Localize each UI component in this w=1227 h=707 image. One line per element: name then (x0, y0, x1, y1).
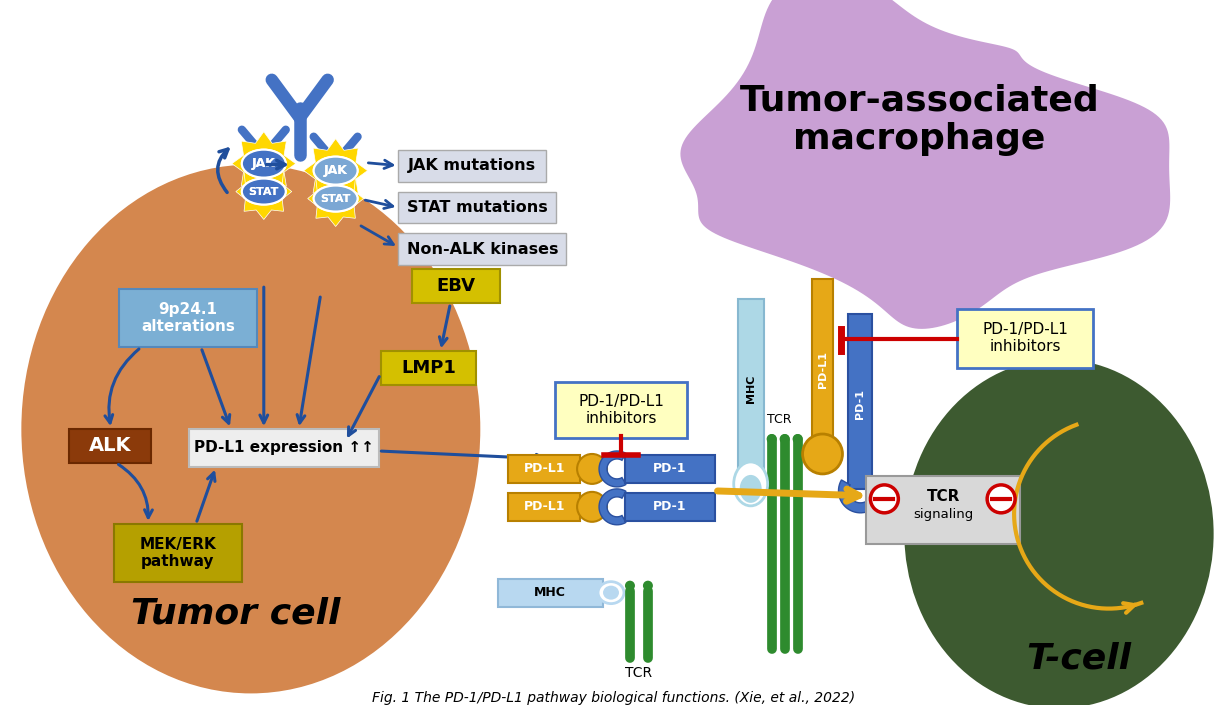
Text: JAK: JAK (324, 164, 347, 177)
Text: Non-ALK kinases: Non-ALK kinases (406, 242, 558, 257)
Ellipse shape (242, 179, 286, 204)
FancyBboxPatch shape (866, 476, 1020, 544)
Text: Fig. 1 The PD-1/PD-L1 pathway biological functions. (Xie, et al., 2022): Fig. 1 The PD-1/PD-L1 pathway biological… (373, 691, 855, 706)
Text: EBV: EBV (437, 277, 476, 296)
Text: MHC: MHC (746, 375, 756, 403)
PathPatch shape (236, 163, 292, 219)
PathPatch shape (304, 139, 368, 202)
Ellipse shape (314, 185, 357, 211)
FancyBboxPatch shape (508, 455, 580, 483)
Ellipse shape (242, 150, 286, 177)
Circle shape (767, 434, 777, 444)
Ellipse shape (314, 157, 357, 185)
Text: STAT: STAT (320, 194, 351, 204)
Circle shape (988, 485, 1015, 513)
Ellipse shape (314, 185, 357, 211)
FancyBboxPatch shape (114, 524, 242, 582)
FancyBboxPatch shape (380, 351, 476, 385)
Ellipse shape (740, 475, 762, 503)
Text: 9p24.1
alterations: 9p24.1 alterations (141, 302, 234, 334)
FancyBboxPatch shape (848, 315, 872, 489)
Text: PD-L1: PD-L1 (524, 462, 564, 475)
Text: TCR: TCR (767, 413, 791, 426)
FancyBboxPatch shape (399, 192, 556, 223)
Circle shape (779, 434, 790, 444)
Text: Tumor cell: Tumor cell (131, 597, 341, 631)
Ellipse shape (242, 150, 286, 177)
Ellipse shape (314, 157, 357, 185)
Text: MEK/ERK
pathway: MEK/ERK pathway (140, 537, 216, 569)
FancyBboxPatch shape (412, 269, 501, 303)
Circle shape (625, 580, 634, 590)
Text: T-cell: T-cell (1027, 641, 1131, 675)
Ellipse shape (734, 462, 768, 506)
FancyBboxPatch shape (498, 578, 602, 607)
Circle shape (802, 434, 843, 474)
Ellipse shape (242, 179, 286, 204)
Text: PD-L1: PD-L1 (817, 351, 827, 387)
Text: MHC: MHC (534, 586, 566, 599)
Text: PD-1: PD-1 (855, 389, 865, 419)
FancyBboxPatch shape (189, 429, 379, 467)
FancyBboxPatch shape (119, 289, 256, 347)
Circle shape (577, 454, 607, 484)
Text: JAK: JAK (252, 157, 276, 170)
Text: STAT: STAT (249, 187, 279, 197)
Ellipse shape (904, 359, 1214, 707)
FancyBboxPatch shape (555, 382, 687, 438)
FancyBboxPatch shape (811, 279, 833, 454)
PathPatch shape (308, 170, 363, 226)
FancyBboxPatch shape (399, 150, 546, 182)
Ellipse shape (602, 585, 618, 600)
Text: LMP1: LMP1 (401, 359, 456, 377)
Text: JAK: JAK (252, 157, 276, 170)
PathPatch shape (838, 480, 882, 513)
Text: JAK: JAK (324, 164, 347, 177)
FancyBboxPatch shape (625, 493, 715, 521)
Ellipse shape (598, 582, 625, 604)
Text: PD-L1 expression ↑↑: PD-L1 expression ↑↑ (194, 440, 374, 455)
Ellipse shape (21, 165, 480, 694)
Text: PD-1: PD-1 (653, 501, 687, 513)
Circle shape (577, 492, 607, 522)
Text: STAT mutations: STAT mutations (407, 200, 547, 215)
Circle shape (793, 434, 802, 444)
Text: signaling: signaling (913, 508, 973, 521)
Circle shape (870, 485, 898, 513)
Text: Tumor-associated
macrophage: Tumor-associated macrophage (740, 83, 1099, 156)
FancyBboxPatch shape (957, 309, 1093, 368)
Text: STAT: STAT (320, 194, 351, 204)
FancyBboxPatch shape (737, 299, 763, 479)
PathPatch shape (599, 451, 626, 487)
Circle shape (643, 580, 653, 590)
Text: PD-1/PD-L1
inhibitors: PD-1/PD-L1 inhibitors (578, 394, 664, 426)
Text: STAT: STAT (249, 187, 279, 197)
Text: PD-1/PD-L1
inhibitors: PD-1/PD-L1 inhibitors (982, 322, 1067, 354)
PathPatch shape (232, 132, 296, 196)
PathPatch shape (681, 0, 1171, 329)
Text: ALK: ALK (88, 436, 131, 455)
Text: PD-1: PD-1 (653, 462, 687, 475)
FancyBboxPatch shape (625, 455, 715, 483)
Text: JAK mutations: JAK mutations (409, 158, 536, 173)
PathPatch shape (599, 489, 626, 525)
FancyBboxPatch shape (399, 233, 566, 265)
FancyBboxPatch shape (69, 429, 151, 463)
FancyBboxPatch shape (508, 493, 580, 521)
Text: PD-L1: PD-L1 (524, 501, 564, 513)
Text: TCR: TCR (626, 667, 653, 680)
Text: TCR: TCR (926, 489, 960, 504)
